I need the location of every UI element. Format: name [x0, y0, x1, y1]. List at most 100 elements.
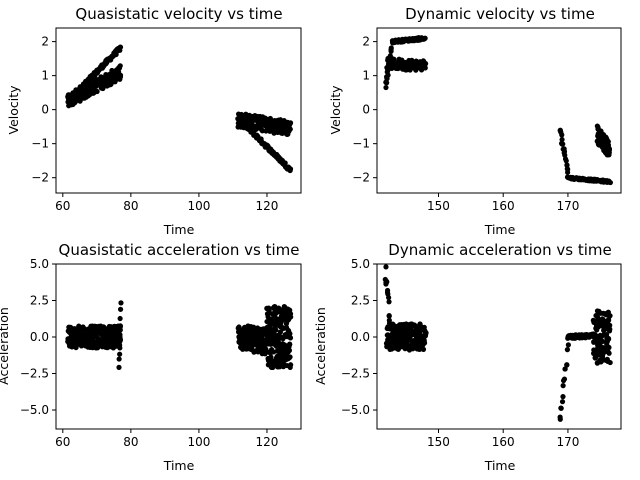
- y-axis-label: Velocity: [328, 85, 343, 135]
- x-tick-label: 100: [187, 435, 210, 449]
- data-point: [607, 313, 613, 319]
- data-point: [287, 341, 293, 347]
- chart-title: Dynamic velocity vs time: [405, 5, 595, 23]
- data-point: [386, 313, 392, 319]
- data-point: [557, 416, 563, 422]
- data-point: [117, 74, 124, 80]
- data-point: [559, 132, 565, 138]
- x-tick-label: 60: [55, 435, 70, 449]
- y-tick-label: 2: [41, 35, 49, 49]
- data-point: [116, 356, 122, 362]
- data-point: [270, 364, 276, 371]
- y-tick-label: 0: [41, 103, 49, 117]
- data-point: [283, 321, 289, 327]
- data-point: [287, 354, 293, 360]
- y-tick-label: 0.0: [351, 330, 370, 344]
- data-point: [422, 35, 428, 41]
- y-axis-label: Acceleration: [313, 307, 328, 385]
- x-tick-label: 150: [427, 435, 450, 449]
- data-point: [563, 158, 569, 164]
- data-point: [117, 63, 123, 69]
- x-axis-label: Time: [163, 222, 195, 237]
- data-point: [559, 399, 566, 405]
- panel-quasistatic-acceleration: Quasistatic acceleration vs time Time Ac…: [0, 241, 299, 473]
- data-point: [287, 126, 293, 132]
- data-point: [593, 353, 599, 360]
- x-tick-label: 160: [492, 435, 515, 449]
- panel-quasistatic-velocity: Quasistatic velocity vs time Time Veloci…: [6, 5, 283, 237]
- data-point: [383, 84, 389, 91]
- x-tick-label: 160: [492, 199, 515, 213]
- data-point: [287, 331, 293, 337]
- x-tick-label: 170: [556, 199, 579, 213]
- y-tick-label: −1: [31, 137, 49, 151]
- data-point: [268, 354, 274, 360]
- data-point: [391, 56, 397, 62]
- data-point: [386, 317, 392, 323]
- y-tick-label: 2: [362, 35, 370, 49]
- x-axis-label: Time: [163, 458, 195, 473]
- data-points: [383, 35, 614, 186]
- y-tick-label: 1: [362, 69, 370, 83]
- data-point: [388, 45, 394, 51]
- y-tick-label: 2.5: [30, 294, 49, 308]
- data-point: [94, 88, 100, 95]
- data-point: [607, 322, 613, 328]
- y-axis-label: Acceleration: [0, 307, 11, 385]
- data-point: [117, 332, 123, 338]
- data-point: [386, 294, 392, 301]
- y-tick-label: 0: [362, 103, 370, 117]
- y-axis-label: Velocity: [6, 85, 21, 135]
- data-point: [606, 146, 612, 152]
- data-point: [117, 44, 123, 50]
- x-axis-label: Time: [484, 458, 516, 473]
- axes-frame: [55, 27, 302, 194]
- data-point: [420, 346, 427, 352]
- axes-frame: [376, 263, 622, 430]
- x-tick-label: 170: [556, 435, 579, 449]
- data-point: [117, 345, 123, 351]
- plot-area: 150 160 170 −5.0 −2.5 0.0 2.5 5.0: [341, 257, 622, 449]
- data-point: [273, 327, 279, 333]
- y-tick-label: 0.0: [30, 330, 49, 344]
- panel-dynamic-acceleration: Dynamic acceleration vs time Time Accele…: [313, 241, 612, 473]
- data-point: [560, 383, 566, 389]
- x-axis-label: Time: [484, 222, 516, 237]
- x-tick-label: 80: [123, 199, 138, 213]
- data-points: [65, 300, 294, 371]
- y-tick-label: 5.0: [351, 257, 370, 271]
- data-point: [423, 330, 429, 336]
- data-point: [607, 326, 613, 332]
- data-point: [565, 169, 571, 175]
- data-point: [116, 364, 122, 370]
- x-tick-label: 150: [427, 199, 450, 213]
- data-point: [560, 141, 566, 147]
- data-point: [282, 160, 288, 166]
- data-point: [606, 350, 612, 356]
- y-tick-label: −2: [31, 171, 49, 185]
- data-point: [423, 60, 429, 67]
- x-tick-label: 120: [256, 199, 279, 213]
- data-point: [422, 65, 428, 71]
- data-point: [607, 179, 614, 186]
- plot-area: 60 80 100 120 −5.0 −2.5 0.0 2.5 5.0: [20, 257, 302, 449]
- data-point: [565, 342, 571, 348]
- data-point: [117, 338, 123, 344]
- data-point: [117, 327, 123, 333]
- data-points: [65, 44, 294, 174]
- data-point: [383, 264, 389, 270]
- data-point: [564, 347, 571, 353]
- data-point: [288, 362, 294, 368]
- x-tick-label: 100: [187, 199, 210, 213]
- data-point: [605, 335, 612, 342]
- data-point: [384, 278, 390, 285]
- y-tick-label: −5.0: [20, 403, 49, 417]
- y-tick-label: 1: [41, 69, 49, 83]
- data-point: [564, 362, 570, 368]
- chart-title: Quasistatic acceleration vs time: [59, 241, 300, 259]
- y-tick-label: −5.0: [341, 403, 370, 417]
- chart-title: Dynamic acceleration vs time: [388, 241, 611, 259]
- y-tick-label: −2.5: [341, 367, 370, 381]
- data-point: [118, 300, 124, 306]
- panel-dynamic-velocity: Dynamic velocity vs time Time Velocity: [328, 5, 595, 237]
